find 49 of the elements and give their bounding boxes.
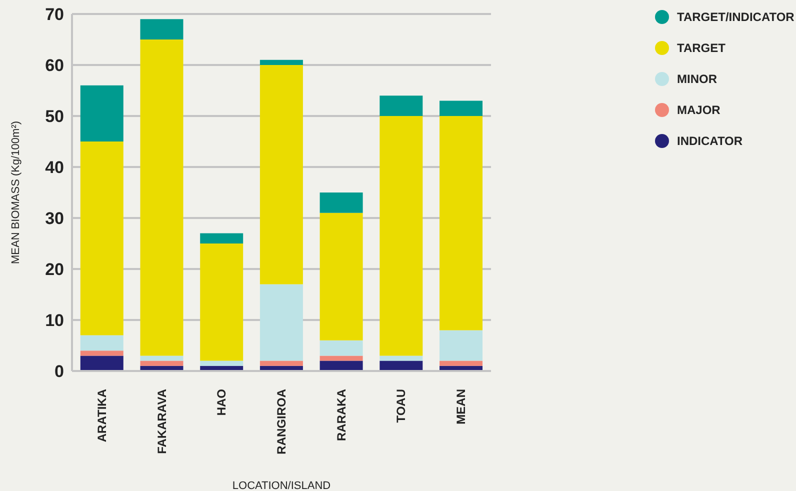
legend-label: TARGET/INDICATOR	[677, 10, 794, 24]
bar	[440, 360, 483, 366]
y-tick-label: 70	[45, 5, 64, 24]
x-axis-title: LOCATION/ISLAND	[232, 480, 331, 491]
bar	[260, 284, 303, 361]
y-tick-label: 40	[45, 158, 64, 178]
y-tick-label: 20	[45, 260, 64, 280]
bar	[80, 335, 124, 351]
x-tick-label: MEAN	[454, 389, 468, 424]
bar	[80, 85, 124, 142]
bar	[380, 116, 423, 356]
bar	[260, 360, 303, 366]
y-tick-label: 30	[45, 209, 64, 228]
bar	[140, 356, 184, 361]
x-tick-label: ARATIKA	[94, 388, 109, 442]
y-tick-label: 50	[45, 107, 64, 126]
bar	[140, 19, 184, 40]
bar	[200, 233, 244, 244]
legend-label: MAJOR	[677, 103, 720, 117]
bar	[380, 96, 423, 116]
bar	[80, 356, 124, 371]
bar	[320, 356, 363, 361]
y-tick-label: 0	[54, 362, 64, 382]
y-tick-label: 10	[45, 311, 64, 330]
bar	[320, 340, 363, 356]
y-tick-label: 60	[45, 56, 64, 76]
legend-label: INDICATOR	[677, 134, 743, 148]
bar	[140, 40, 184, 356]
x-tick-label: HAO	[214, 389, 229, 416]
bar	[440, 116, 483, 330]
bar	[260, 65, 303, 284]
bar	[380, 356, 423, 361]
x-tick-label: RANGIROA	[274, 388, 288, 454]
bar	[320, 192, 363, 213]
legend-label: MINOR	[677, 72, 717, 86]
bar	[140, 360, 184, 366]
bar	[320, 212, 363, 340]
y-axis-title: MEAN BIOMASS (Kg/100m²)	[10, 120, 22, 264]
bar	[200, 244, 244, 361]
bar	[440, 330, 483, 361]
bar	[200, 360, 244, 366]
x-tick-label: TOAU	[394, 389, 408, 423]
x-tick-label: RARAKA	[334, 388, 348, 441]
x-tick-label: FAKARAVA	[154, 388, 169, 454]
bar	[260, 60, 303, 65]
bar	[80, 350, 124, 356]
legend-label: TARGET	[677, 41, 726, 55]
bar	[80, 142, 124, 336]
bar	[440, 100, 483, 116]
